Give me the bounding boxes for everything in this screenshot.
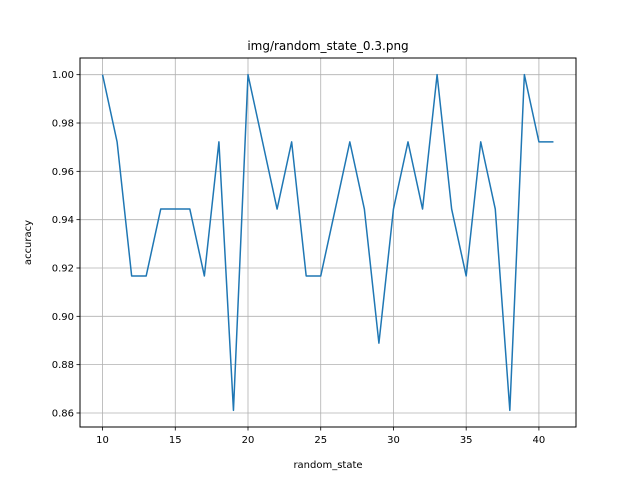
plot-frame (79, 57, 577, 428)
y-tick-label: 0.96 (52, 167, 74, 178)
y-tick-label: 0.98 (52, 119, 74, 130)
y-tick-label: 0.90 (52, 312, 74, 323)
chart-title: img/random_state_0.3.png (247, 39, 408, 53)
y-axis-label: accuracy (23, 220, 34, 265)
x-tick-label: 40 (533, 435, 546, 446)
y-tick-label: 0.94 (52, 215, 74, 226)
y-tick-label: 0.86 (52, 408, 74, 419)
x-tick-label: 10 (96, 435, 109, 446)
x-tick-label: 30 (387, 435, 400, 446)
x-tick-label: 25 (314, 435, 327, 446)
grid (80, 58, 576, 427)
y-tick-label: 0.92 (52, 263, 74, 274)
series-line (101, 73, 554, 412)
y-tick-label: 1.00 (52, 70, 74, 81)
x-tick-label: 35 (460, 435, 473, 446)
x-tick-label: 20 (242, 435, 255, 446)
x-axis-label: random_state (293, 460, 362, 471)
x-tick-label: 15 (169, 435, 182, 446)
ticks: 10 15 20 25 30 35 40 0.86 0.88 0.90 0.92 0.94 0.96 0.… (52, 70, 546, 446)
y-tick-label: 0.88 (52, 360, 74, 371)
